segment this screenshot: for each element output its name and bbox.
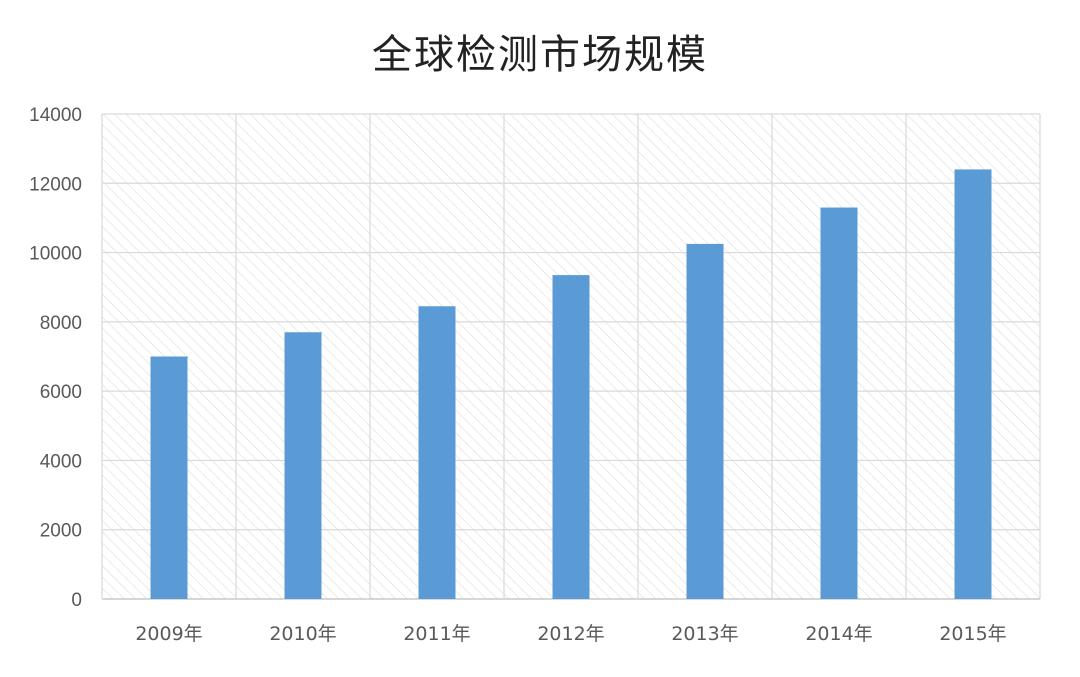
x-tick-label-4: 2013年 (671, 623, 738, 645)
y-tick-label-4: 8000 (40, 313, 82, 334)
gridlines (101, 113, 1041, 600)
y-tick-label-1: 2000 (40, 521, 82, 542)
bar-2015年 (954, 169, 992, 599)
x-tick-label-3: 2012年 (537, 623, 604, 645)
y-axis-ticks: 0 2000 4000 6000 8000 10000 12000 14000 (29, 105, 82, 611)
bars (150, 169, 992, 600)
bar-2011年 (418, 306, 456, 599)
y-tick-label-6: 12000 (29, 174, 82, 195)
bar-2013年 (686, 243, 724, 600)
x-tick-label-0: 2009年 (135, 623, 202, 645)
x-tick-label-5: 2014年 (805, 623, 872, 645)
y-tick-label-2: 4000 (40, 451, 82, 472)
y-tick-label-3: 6000 (40, 382, 82, 403)
bar-2014年 (820, 207, 858, 600)
bar-2009年 (150, 356, 188, 599)
y-tick-label-5: 10000 (29, 244, 82, 265)
bar-2010年 (284, 332, 322, 599)
chart-title: 全球检测市场规模 (372, 32, 708, 78)
x-axis-ticks: 2009年 2010年 2011年 2012年 2013年 2014年 2015年 (135, 623, 1006, 645)
x-tick-label-2: 2011年 (403, 623, 470, 645)
x-tick-label-1: 2010年 (269, 623, 336, 645)
y-tick-label-7: 14000 (29, 105, 82, 126)
bar-2012年 (552, 275, 590, 599)
x-tick-label-6: 2015年 (939, 623, 1006, 645)
y-tick-label-0: 0 (71, 590, 82, 611)
